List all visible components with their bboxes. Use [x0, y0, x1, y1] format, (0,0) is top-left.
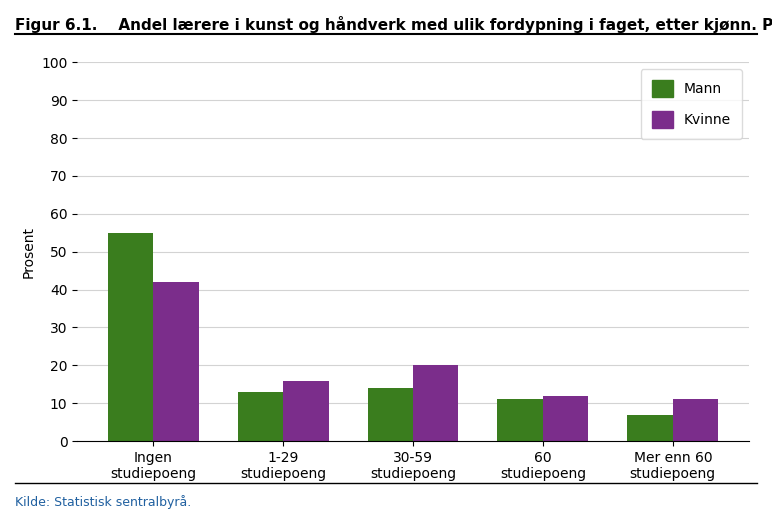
Legend: Mann, Kvinne: Mann, Kvinne	[641, 69, 742, 139]
Bar	[108, 233, 153, 441]
Bar	[673, 400, 718, 441]
Bar	[153, 282, 198, 441]
Bar	[497, 400, 543, 441]
Bar	[367, 388, 413, 441]
Bar	[628, 415, 673, 441]
Bar	[283, 380, 329, 441]
Bar	[543, 395, 588, 441]
Text: Figur 6.1.    Andel lærere i kunst og håndverk med ulik fordypning i faget, ette: Figur 6.1. Andel lærere i kunst og håndv…	[15, 16, 772, 33]
Y-axis label: Prosent: Prosent	[22, 226, 36, 278]
Bar	[238, 392, 283, 441]
Bar	[413, 365, 459, 441]
Text: Kilde: Statistisk sentralbyrå.: Kilde: Statistisk sentralbyrå.	[15, 495, 191, 509]
